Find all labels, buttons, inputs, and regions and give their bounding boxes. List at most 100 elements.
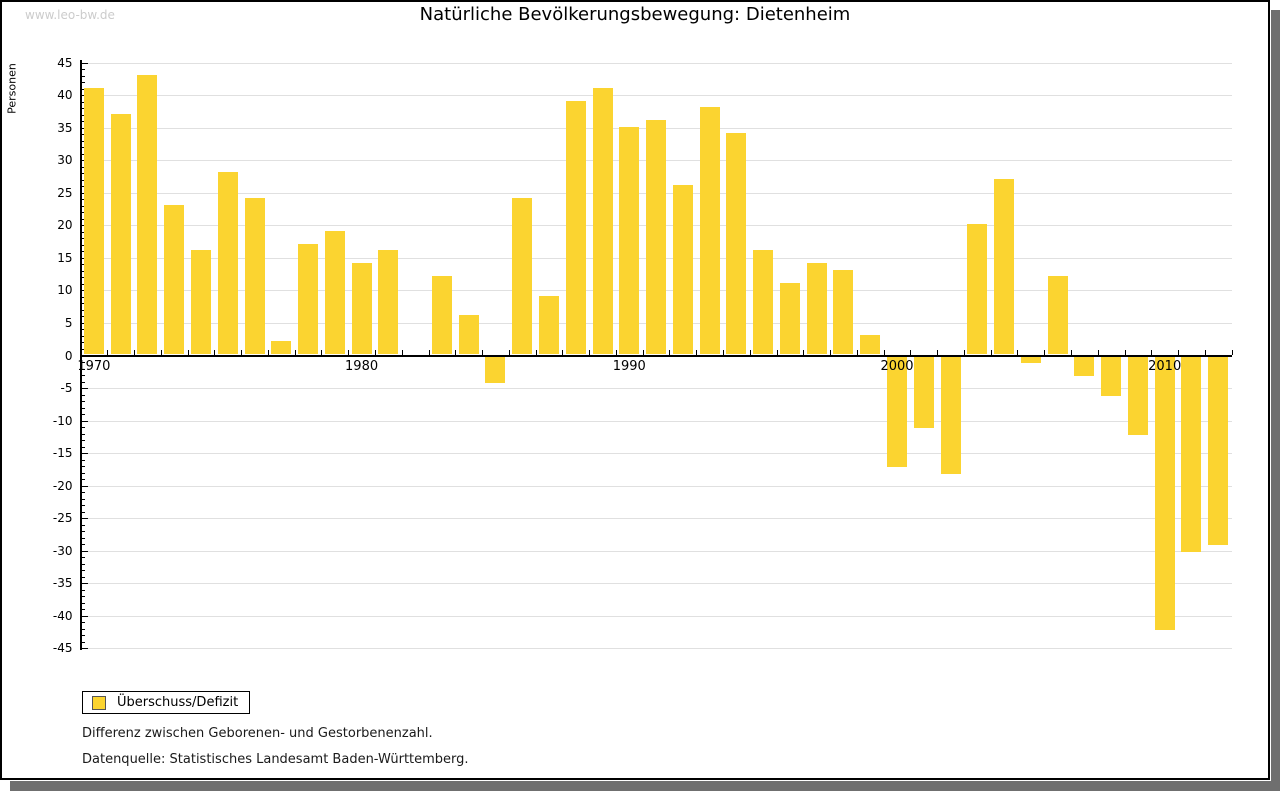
- x-tick: [830, 349, 832, 355]
- bar-1973: [164, 204, 185, 355]
- x-tick: [428, 349, 430, 355]
- x-tick: [1017, 349, 1019, 355]
- bar-1971: [110, 113, 131, 355]
- y-tick-label: -25: [52, 511, 73, 526]
- y-tick-label: 15: [57, 250, 73, 265]
- x-tick: [1151, 349, 1153, 355]
- y-minor-tick: [81, 342, 85, 344]
- x-tick: [455, 349, 457, 355]
- bar-2003: [967, 224, 988, 355]
- y-minor-tick: [81, 88, 85, 90]
- bar-1987: [538, 295, 559, 355]
- y-major-tick: [81, 615, 88, 617]
- x-tick: [589, 349, 591, 355]
- y-minor-tick: [81, 153, 85, 155]
- y-minor-tick: [81, 498, 85, 500]
- y-minor-tick: [81, 166, 85, 168]
- x-tick: [1204, 349, 1206, 355]
- y-minor-tick: [81, 524, 85, 526]
- y-minor-tick: [81, 407, 85, 409]
- x-tick: [722, 349, 724, 355]
- gridline: [80, 453, 1232, 455]
- y-minor-tick: [81, 329, 85, 331]
- y-minor-tick: [81, 641, 85, 643]
- bar-2011: [1181, 356, 1202, 552]
- drop-shadow-bottom: [10, 781, 1280, 791]
- bar-1986: [512, 198, 533, 355]
- plot-area: -45 -40 -35 -30 -25 -20 -15 -10 -5 0 5 10 15 20 25 30 35…: [2, 2, 1268, 778]
- x-axis-line: [79, 354, 1232, 357]
- bar-1980: [351, 263, 372, 355]
- bar-1984: [458, 315, 479, 355]
- bar-2002: [940, 356, 961, 474]
- y-tick-label: 40: [57, 88, 73, 103]
- bar-1981: [378, 250, 399, 355]
- y-tick-label: 5: [64, 315, 73, 330]
- y-minor-tick: [81, 101, 85, 103]
- y-minor-tick: [81, 459, 85, 461]
- y-minor-tick: [81, 270, 85, 272]
- x-tick: [856, 349, 858, 355]
- y-tick-label: -5: [60, 381, 73, 396]
- x-tick: [562, 349, 564, 355]
- y-minor-tick: [81, 218, 85, 220]
- y-tick-label: 0: [64, 348, 73, 363]
- y-minor-tick: [81, 212, 85, 214]
- y-tick-label: 35: [57, 120, 73, 135]
- bar-1972: [137, 74, 158, 355]
- bar-1994: [726, 133, 747, 355]
- y-major-tick: [81, 388, 88, 390]
- y-minor-tick: [81, 466, 85, 468]
- x-tick: [508, 349, 510, 355]
- gridline: [80, 648, 1232, 650]
- y-minor-tick: [81, 609, 85, 611]
- gridline: [80, 518, 1232, 520]
- bar-1996: [779, 282, 800, 355]
- y-minor-tick: [81, 316, 85, 318]
- y-minor-tick: [81, 244, 85, 246]
- x-tick-label: 1980: [345, 358, 379, 374]
- legend-swatch-icon: [92, 695, 106, 710]
- x-tick: [696, 349, 698, 355]
- x-tick: [883, 349, 885, 355]
- bar-1983: [431, 276, 452, 355]
- bar-2006: [1047, 276, 1068, 355]
- y-tick-label: 10: [57, 283, 73, 298]
- y-minor-tick: [81, 251, 85, 253]
- y-minor-tick: [81, 296, 85, 298]
- bar-2012: [1208, 356, 1229, 546]
- y-major-tick: [81, 583, 88, 585]
- y-minor-tick: [81, 134, 85, 136]
- y-minor-tick: [81, 602, 85, 604]
- x-tick: [1178, 349, 1180, 355]
- bar-1999: [860, 334, 881, 355]
- x-tick: [1097, 349, 1099, 355]
- y-minor-tick: [81, 596, 85, 598]
- bar-1990: [619, 126, 640, 355]
- y-major-tick: [81, 485, 88, 487]
- x-tick: [348, 349, 350, 355]
- y-tick-label: 25: [57, 185, 73, 200]
- y-minor-tick: [81, 69, 85, 71]
- bar-2010: [1154, 356, 1175, 630]
- y-minor-tick: [81, 511, 85, 513]
- y-major-tick: [81, 420, 88, 422]
- bar-2000: [886, 356, 907, 468]
- bar-1979: [324, 230, 345, 355]
- bar-1975: [217, 172, 238, 355]
- y-minor-tick: [81, 362, 85, 363]
- y-minor-tick: [81, 570, 85, 572]
- x-tick: [134, 349, 136, 355]
- y-minor-tick: [81, 82, 85, 84]
- y-tick-label: 45: [57, 55, 73, 70]
- x-tick: [535, 349, 537, 355]
- x-tick: [669, 349, 671, 355]
- x-tick: [749, 349, 751, 355]
- legend-label: Überschuss/Defizit: [117, 695, 239, 710]
- bar-1995: [753, 250, 774, 355]
- y-minor-tick: [81, 505, 85, 507]
- y-minor-tick: [81, 472, 85, 474]
- y-tick-label: -10: [52, 413, 73, 428]
- y-minor-tick: [81, 264, 85, 266]
- y-minor-tick: [81, 563, 85, 565]
